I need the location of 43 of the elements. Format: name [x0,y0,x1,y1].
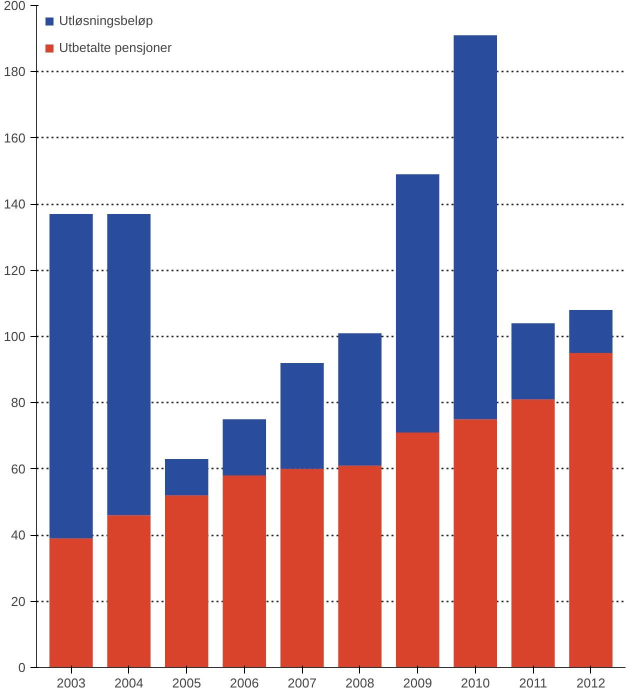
x-tick-label: 2012 [576,676,606,690]
bar [222,476,266,668]
x-tick-label: 2008 [345,676,374,690]
bar [49,538,93,668]
x-tick-label: 2004 [114,676,144,690]
bar [338,333,382,466]
y-tick-label: 20 [11,594,26,609]
x-tick-label: 2005 [172,676,202,690]
bar [280,468,324,668]
bar [569,353,613,668]
bar [511,323,555,400]
bar [49,214,93,538]
bar [396,432,440,668]
bar [454,419,498,668]
y-tick-label: 0 [18,660,26,675]
y-tick-label: 80 [11,395,26,410]
x-tick-label: 2011 [519,676,548,690]
y-tick-label: 60 [11,461,26,476]
x-tick-label: 2009 [403,676,432,690]
bar [164,495,208,668]
legend-label: Utløsningsbeløp [59,13,153,28]
bar [222,419,266,476]
x-tick-label: 2010 [460,676,490,690]
x-tick-label: 2003 [56,676,86,690]
y-tick-label: 120 [4,262,26,278]
x-tick-label: 2007 [288,676,317,690]
bar [569,310,613,354]
y-tick-label: 180 [4,64,26,80]
y-tick-label: 160 [4,130,26,146]
y-tick-label: 40 [11,528,26,543]
bar [454,35,498,420]
x-tick-label: 2006 [230,676,259,690]
bar [164,458,208,496]
bar [396,174,440,432]
bar [107,515,151,668]
bar [107,214,151,516]
y-tick-label: 140 [4,196,26,212]
legend-label: Utbetalte pensjoner [59,40,172,55]
y-tick-label: 200 [4,0,26,13]
bar [280,362,324,469]
y-tick-label: 100 [4,329,26,344]
bar [511,399,555,668]
bar [338,466,382,668]
